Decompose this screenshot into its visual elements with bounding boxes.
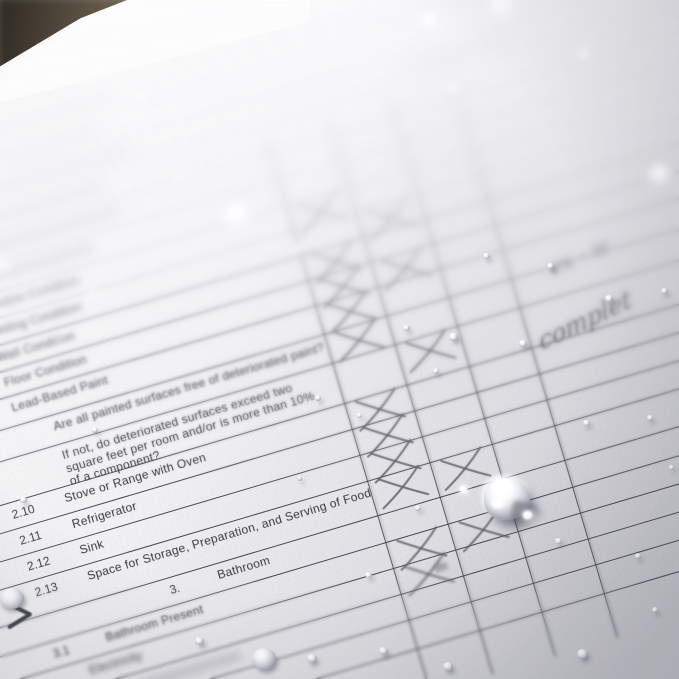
row-label: Ceiling Condition bbox=[0, 299, 84, 340]
pencil-x-mark bbox=[287, 184, 354, 239]
pencil-x-mark bbox=[449, 502, 516, 557]
pencil-x-mark bbox=[353, 407, 420, 462]
ghost-text-smudge bbox=[0, 205, 122, 272]
form-row bbox=[0, 322, 679, 665]
form-row bbox=[0, 112, 679, 455]
row-label: Bathroom bbox=[215, 553, 272, 582]
ghost-text-smudge bbox=[95, 650, 243, 679]
pencil-x-mark bbox=[371, 240, 438, 295]
row-number: 2.11 bbox=[17, 527, 44, 548]
grid-column-line bbox=[451, 80, 619, 638]
row-label: Stove or Range with Oven bbox=[62, 450, 208, 506]
row-label: Electricity bbox=[87, 648, 144, 678]
grid-column-line bbox=[389, 99, 556, 656]
row-label: Bathroom Present bbox=[103, 602, 206, 645]
row-number: 2.13 bbox=[33, 579, 60, 600]
form-row bbox=[0, 37, 679, 380]
row-label: Floor Condition bbox=[2, 351, 89, 390]
blurred-word-fragment: ds bbox=[432, 557, 450, 576]
form-row-content: 2.12 Sink bbox=[0, 262, 679, 629]
grid-column-line bbox=[0, 378, 34, 679]
row-label: Space for Storage, Preparation, and Serv… bbox=[85, 485, 373, 583]
form-row-content: Are all painted surfaces free of deterio… bbox=[0, 141, 679, 511]
pencil-x-mark bbox=[325, 312, 392, 367]
form-row bbox=[0, 426, 679, 679]
form-row bbox=[0, 210, 679, 552]
row-label: Sink bbox=[77, 536, 106, 558]
pencil-x-mark bbox=[309, 258, 376, 313]
row-label: Refrigerator bbox=[70, 498, 139, 532]
form-row-content: 2.13 Space for Storage, Preparation, and … bbox=[0, 288, 679, 663]
ghost-text-smudge bbox=[409, 29, 518, 71]
row-number: 3.1 bbox=[51, 642, 72, 661]
row-number: 3. bbox=[167, 580, 182, 598]
form-row-content: 2.11 Refrigerator bbox=[0, 236, 679, 603]
form-row-content: 3. Bathroom bbox=[0, 322, 679, 679]
form-row-content: Electricity ds bbox=[0, 375, 679, 679]
pencil-x-mark bbox=[316, 283, 383, 338]
row-label: Wall Condition bbox=[0, 328, 77, 365]
ghost-text-smudge bbox=[0, 142, 135, 217]
row-label: Lead-Based Paint bbox=[9, 372, 110, 415]
form-row bbox=[0, 349, 679, 679]
grid-column-line bbox=[327, 117, 494, 675]
row-label: Window Condition bbox=[0, 272, 82, 315]
pencil-x-mark bbox=[387, 520, 454, 575]
pencil-x-mark bbox=[361, 433, 428, 488]
pencil-x-mark bbox=[302, 233, 369, 288]
pencil-x-mark bbox=[396, 322, 463, 377]
form-row bbox=[0, 455, 679, 679]
form-row bbox=[0, 87, 679, 430]
row-number: 2.12 bbox=[25, 553, 52, 574]
form-row bbox=[0, 400, 679, 679]
ghost-text-smudge bbox=[0, 123, 103, 184]
pencil-x-mark bbox=[368, 459, 435, 514]
ghost-text-smudge bbox=[364, 0, 493, 26]
form-row-content: 2.10 Stove or Range with Oven bbox=[0, 210, 679, 577]
form-row-content: Floor Condition bbox=[0, 87, 679, 453]
form-row-content bbox=[0, 427, 679, 679]
form-row bbox=[0, 236, 679, 578]
form-row-content: Wall Condition bbox=[0, 62, 679, 428]
handwritten-note: complet bbox=[535, 283, 635, 357]
row-number: 2.10 bbox=[10, 501, 37, 522]
form-row bbox=[0, 261, 679, 604]
form-row bbox=[0, 375, 679, 679]
grid-column-line bbox=[265, 136, 432, 679]
form-row-content bbox=[0, 401, 679, 679]
pencil-x-mark bbox=[357, 190, 424, 245]
form-row-content: Ceiling Condition bbox=[0, 38, 679, 404]
ghost-text-smudge bbox=[0, 241, 96, 295]
form-row-content: If not, do deteriorated surfaces exceed … bbox=[0, 170, 679, 551]
pencil-x-mark bbox=[345, 381, 412, 436]
form-row-content: 3.1 Bathroom Present bbox=[0, 349, 679, 679]
form-row bbox=[0, 62, 679, 405]
form-row bbox=[0, 141, 679, 483]
form-row bbox=[0, 287, 679, 630]
ghost-text-smudge bbox=[0, 179, 109, 240]
form-row bbox=[0, 169, 679, 512]
handwritten-note: ex - w bbox=[548, 231, 611, 281]
pencil-x-mark bbox=[394, 546, 461, 601]
row-label: If not, do deteriorated surfaces exceed … bbox=[60, 380, 317, 489]
row-label: Are all painted surfaces free of deterio… bbox=[51, 339, 326, 434]
ghost-text-smudge bbox=[0, 90, 114, 162]
pencil-x-mark bbox=[431, 440, 498, 495]
form-row-content: Lead-Based Paint bbox=[0, 112, 679, 482]
